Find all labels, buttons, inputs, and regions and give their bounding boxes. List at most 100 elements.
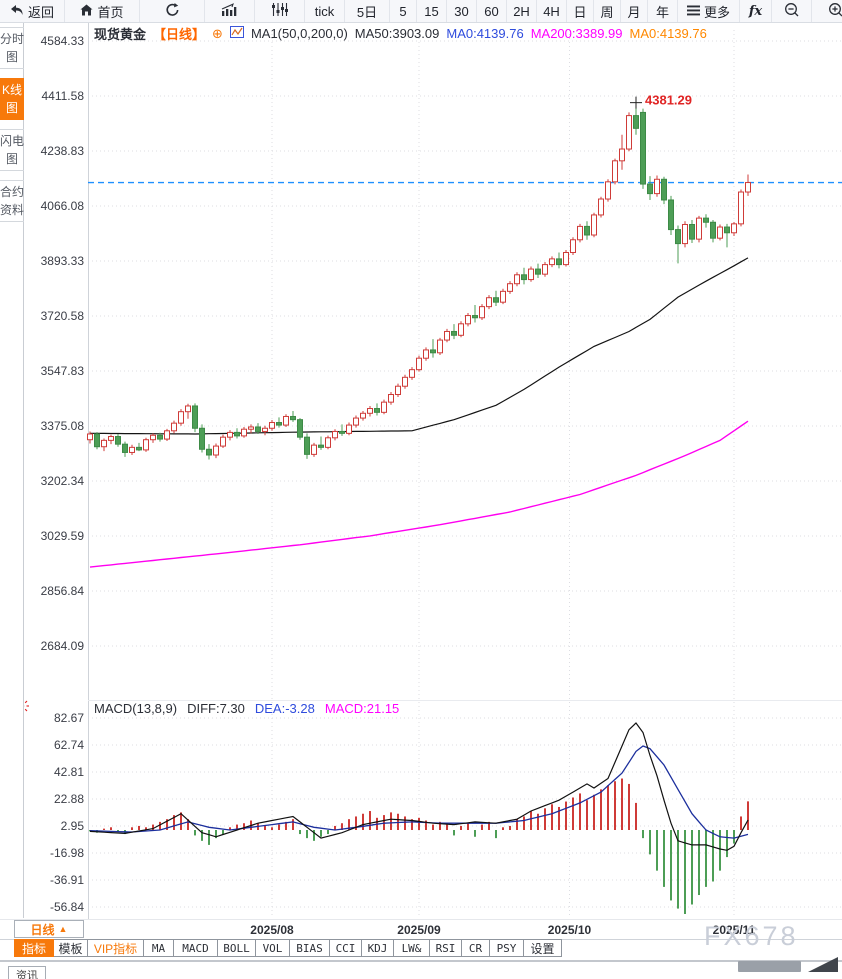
toolbar-button-label: 年: [656, 2, 669, 21]
ma50-value: MA50:3903.09: [355, 26, 440, 41]
sidebar-tab-4[interactable]: 合约资料: [0, 180, 24, 222]
toolbar-button-label: 5日: [357, 2, 377, 21]
toolbar-button-label: 2H: [513, 4, 530, 19]
toolbar-button-zoom-in[interactable]: [812, 0, 842, 22]
x-axis-label: 2025/10: [540, 923, 600, 937]
indicator-tab-cci[interactable]: CCI: [330, 939, 362, 957]
toolbar-button-15[interactable]: 15: [417, 0, 447, 22]
svg-text:42.81: 42.81: [54, 765, 84, 779]
toolbar-button-label: 30: [454, 4, 468, 19]
toolbar-button-bar-chart[interactable]: [205, 0, 255, 22]
svg-text:3375.08: 3375.08: [41, 419, 85, 433]
sidebar-tab-1[interactable]: 分时图: [0, 27, 24, 69]
macd-title: MACD(13,8,9): [94, 701, 177, 716]
toolbar-button-year[interactable]: 年: [648, 0, 678, 22]
svg-text:4066.08: 4066.08: [41, 199, 85, 213]
sidebar-tab-2[interactable]: K线图: [0, 78, 24, 120]
svg-text:-56.84: -56.84: [50, 900, 84, 914]
indicator-tab-lw&[interactable]: LW&: [394, 939, 430, 957]
toolbar-button-label: 日: [573, 2, 586, 21]
toolbar-button-label: 首页: [97, 2, 123, 21]
toolbar-button-week[interactable]: 周: [594, 0, 621, 22]
indicator-tab-vol[interactable]: VOL: [256, 939, 290, 957]
svg-text:4238.83: 4238.83: [41, 144, 85, 158]
toolbar-button-more[interactable]: 更多: [678, 0, 740, 22]
top-toolbar: 返回 首页 tick 5日 5 15 30 60 2H 4H 日周月年 更多 fx: [0, 0, 842, 23]
indicator-tab-boll[interactable]: BOLL: [218, 939, 256, 957]
chart-header: 现货黄金 【日线】 ⊕ MA1(50,0,200,0) MA50:3903.09…: [94, 24, 707, 43]
bar-chart-icon: [221, 3, 238, 19]
svg-text:2.95: 2.95: [61, 819, 85, 833]
x-axis-label: 2025/08: [242, 923, 302, 937]
toolbar-button-label: 更多: [704, 2, 730, 21]
macd-dea-value: DEA:-3.28: [255, 701, 315, 716]
bottom-divider: [0, 960, 842, 962]
indicator-tab-设置[interactable]: 设置: [524, 939, 562, 957]
x-axis-label: 2025/09: [389, 923, 449, 937]
candle-sliders-icon: [271, 3, 288, 19]
ma0-blue-value: MA0:4139.76: [446, 26, 523, 41]
horizontal-scrollbar-thumb[interactable]: [738, 961, 801, 972]
period-label: 【日线】: [153, 24, 205, 43]
svg-text:3029.59: 3029.59: [41, 529, 85, 543]
toolbar-button-zoom-out[interactable]: [772, 0, 812, 22]
toolbar-button-60[interactable]: 60: [477, 0, 507, 22]
watermark: FX678: [704, 921, 799, 952]
toolbar-button-5[interactable]: 5: [390, 0, 417, 22]
indicator-tab-psy[interactable]: PSY: [490, 939, 524, 957]
toolbar-button-4h[interactable]: 4H: [537, 0, 567, 22]
svg-text:2856.84: 2856.84: [41, 584, 85, 598]
peak-price-label: 4381.29: [645, 93, 692, 108]
svg-text:3202.34: 3202.34: [41, 474, 85, 488]
zoom-in-icon: [828, 2, 842, 21]
chevron-up-icon: ▲: [59, 924, 68, 934]
left-sidebar: 分时图 K线图闪电图合约资料: [0, 23, 24, 918]
toolbar-button-tick[interactable]: tick: [305, 0, 345, 22]
indicator-tab-模板[interactable]: 模板: [54, 939, 88, 957]
toolbar-button-day[interactable]: 日: [567, 0, 594, 22]
refresh-icon: [165, 3, 180, 20]
indicator-tab-bias[interactable]: BIAS: [290, 939, 330, 957]
svg-text:4584.33: 4584.33: [41, 34, 85, 48]
toolbar-button-month[interactable]: 月: [621, 0, 648, 22]
corner-resize-arrow[interactable]: [808, 957, 838, 972]
add-overlay-icon[interactable]: ⊕: [212, 27, 223, 40]
svg-text:3720.58: 3720.58: [41, 309, 85, 323]
toolbar-button-fx[interactable]: fx: [740, 0, 772, 22]
indicator-tab-macd[interactable]: MACD: [174, 939, 218, 957]
toolbar-button-label: tick: [315, 4, 335, 19]
symbol-name: 现货黄金: [94, 24, 146, 43]
svg-text:4411.58: 4411.58: [42, 89, 85, 103]
toolbar-button-label: 月: [627, 2, 640, 21]
period-selector-label: 日线: [31, 921, 55, 938]
zoom-out-icon: [784, 2, 800, 21]
tab-news-partial[interactable]: 资讯: [8, 966, 46, 979]
toolbar-button-label: 返回: [28, 2, 54, 21]
svg-text:2684.09: 2684.09: [41, 639, 85, 653]
toolbar-button-label: 周: [600, 2, 613, 21]
toolbar-button-back[interactable]: 返回: [0, 0, 65, 22]
indicator-tab-vip指标[interactable]: VIP指标: [88, 939, 144, 957]
chart-style-icon[interactable]: [230, 26, 244, 41]
toolbar-button-kline-style[interactable]: [255, 0, 305, 22]
sidebar-tab-3[interactable]: 闪电图: [0, 129, 24, 171]
toolbar-button-home[interactable]: 首页: [65, 0, 140, 22]
toolbar-button-5d[interactable]: 5日: [345, 0, 390, 22]
svg-text:-16.98: -16.98: [50, 846, 84, 860]
indicator-tab-rsi[interactable]: RSI: [430, 939, 462, 957]
toolbar-button-refresh[interactable]: [140, 0, 205, 22]
indicator-tab-cr[interactable]: CR: [462, 939, 490, 957]
toolbar-button-label: 5: [399, 4, 406, 19]
macd-header: MACD(13,8,9) DIFF:7.30 DEA:-3.28 MACD:21…: [94, 701, 399, 716]
toolbar-button-label: 4H: [543, 4, 560, 19]
toolbar-button-label: 15: [424, 4, 438, 19]
toolbar-button-label: fx: [749, 4, 762, 19]
indicator-tab-指标[interactable]: 指标: [14, 939, 54, 957]
svg-text:3547.83: 3547.83: [41, 364, 85, 378]
period-selector[interactable]: 日线 ▲: [14, 920, 84, 938]
indicator-tab-kdj[interactable]: KDJ: [362, 939, 394, 957]
indicator-tab-ma[interactable]: MA: [144, 939, 174, 957]
toolbar-button-2h[interactable]: 2H: [507, 0, 537, 22]
toolbar-button-30[interactable]: 30: [447, 0, 477, 22]
